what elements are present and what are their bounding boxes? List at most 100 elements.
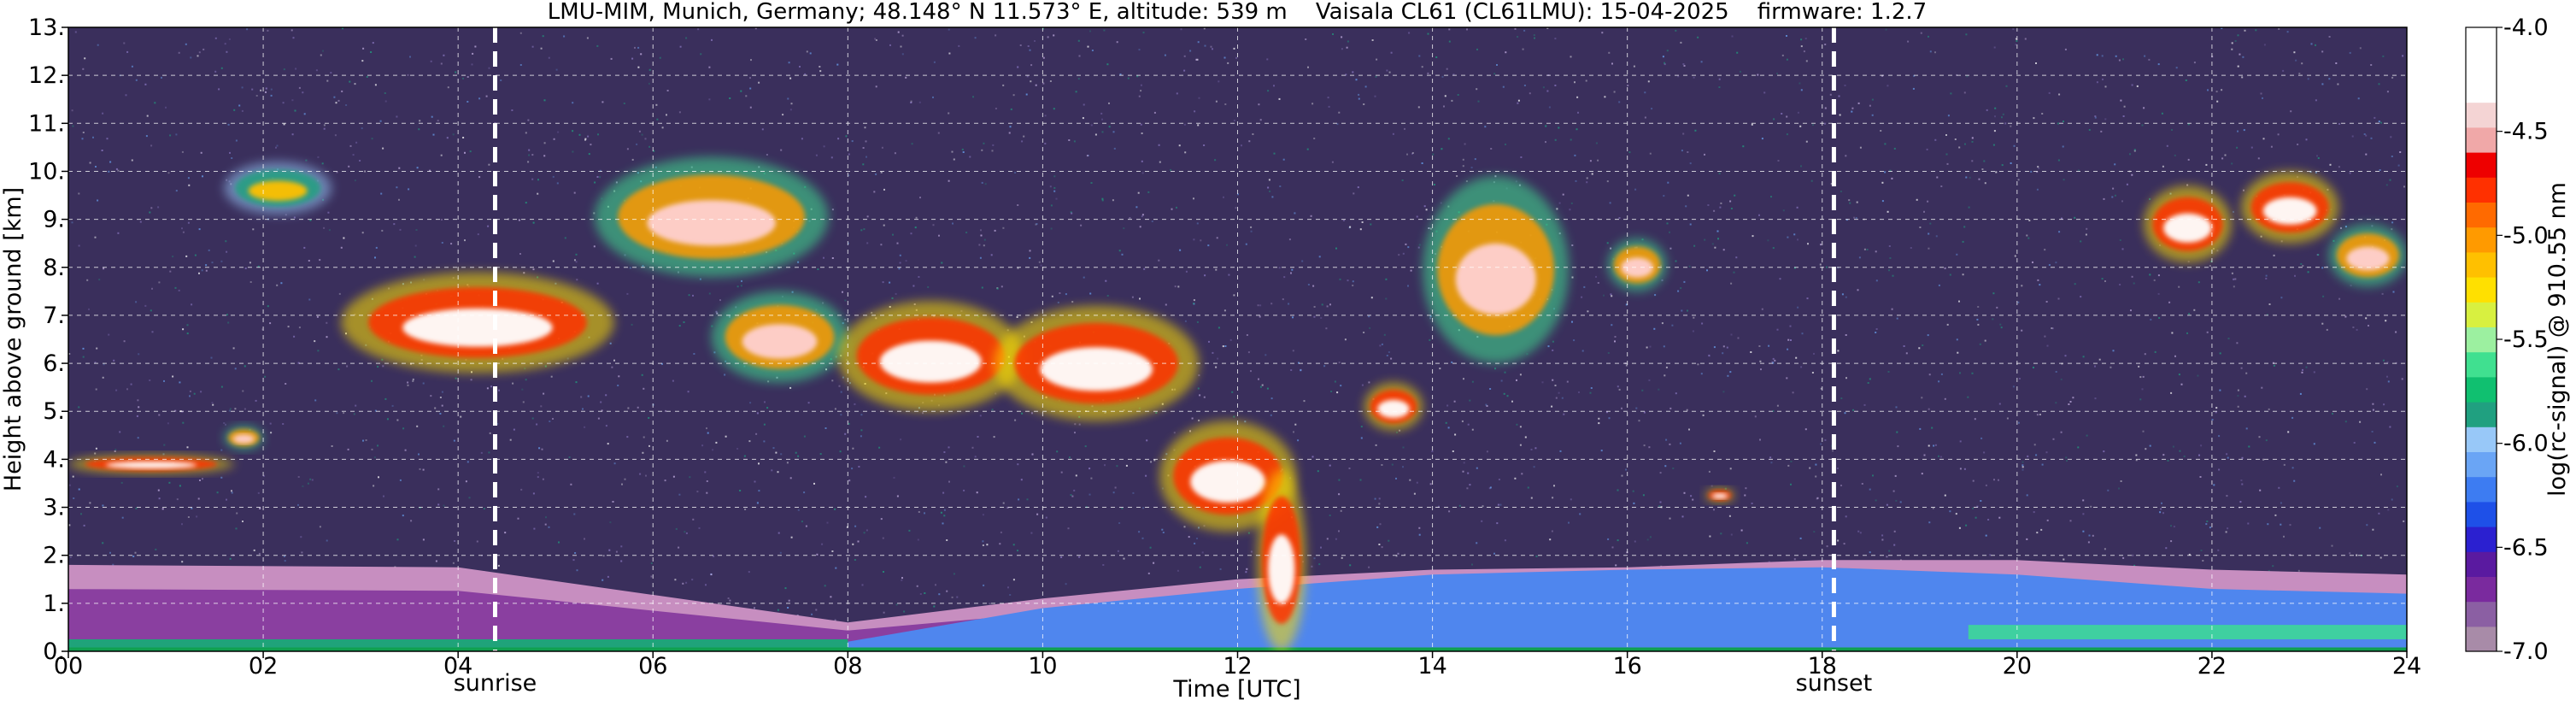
x-tick-label: 02 xyxy=(249,653,278,680)
noise-dot xyxy=(2144,353,2146,356)
noise-dot xyxy=(2218,435,2221,438)
noise-dot xyxy=(136,415,138,417)
noise-dot xyxy=(1338,530,1340,532)
noise-dot xyxy=(1497,503,1499,506)
noise-dot xyxy=(1761,138,1763,140)
noise-dot xyxy=(2133,564,2136,567)
noise-dot xyxy=(384,100,387,103)
noise-dot xyxy=(1958,146,1961,149)
noise-dot xyxy=(1617,385,1619,388)
noise-dot xyxy=(1809,467,1811,469)
noise-dot xyxy=(1118,250,1121,252)
noise-dot xyxy=(1009,594,1012,596)
noise-dot xyxy=(2237,395,2239,397)
noise-dot xyxy=(267,29,269,32)
noise-dot xyxy=(1918,347,1921,350)
noise-dot xyxy=(2321,267,2324,269)
noise-dot xyxy=(1681,150,1683,152)
noise-dot xyxy=(1010,108,1012,110)
noise-dot xyxy=(1642,494,1645,497)
noise-dot xyxy=(488,67,490,69)
noise-dot xyxy=(169,134,172,137)
noise-dot xyxy=(787,607,789,609)
noise-dot xyxy=(1375,75,1377,78)
noise-dot xyxy=(114,449,117,451)
noise-dot xyxy=(2396,485,2398,488)
noise-dot xyxy=(2010,162,2012,164)
noise-dot xyxy=(1074,432,1076,434)
noise-dot xyxy=(412,379,414,382)
noise-dot xyxy=(225,240,227,243)
noise-dot xyxy=(1886,503,1888,506)
noise-dot xyxy=(1690,495,1693,497)
noise-dot xyxy=(2121,200,2123,203)
noise-dot xyxy=(1811,372,1814,374)
noise-dot xyxy=(943,515,946,517)
noise-dot xyxy=(1184,320,1187,322)
noise-dot xyxy=(2215,411,2217,414)
noise-dot xyxy=(1646,538,1649,541)
noise-dot xyxy=(2372,403,2374,405)
noise-dot xyxy=(958,44,960,47)
noise-dot xyxy=(558,541,560,544)
noise-dot xyxy=(216,491,219,494)
noise-dot xyxy=(1023,135,1025,138)
noise-dot xyxy=(1451,99,1453,102)
noise-dot xyxy=(2101,278,2104,280)
noise-dot xyxy=(1462,165,1464,168)
noise-dot xyxy=(1804,428,1807,431)
noise-dot xyxy=(1744,494,1746,497)
noise-dot xyxy=(1884,143,1887,145)
noise-dot xyxy=(1476,542,1478,544)
noise-dot xyxy=(749,106,752,109)
noise-dot xyxy=(910,100,912,103)
noise-dot xyxy=(1787,464,1790,467)
noise-dot xyxy=(1869,104,1871,107)
noise-dot xyxy=(2379,169,2381,171)
noise-dot xyxy=(2187,158,2190,161)
noise-dot xyxy=(1083,276,1085,279)
noise-dot xyxy=(336,171,338,174)
noise-dot xyxy=(1669,231,1670,233)
noise-dot xyxy=(1677,75,1680,78)
noise-dot xyxy=(1857,102,1860,104)
noise-dot xyxy=(1193,303,1195,305)
colorbar-swatch xyxy=(2466,77,2497,103)
colorbar-swatch xyxy=(2466,351,2497,378)
noise-dot xyxy=(2017,179,2020,181)
noise-dot xyxy=(1378,544,1381,545)
x-tick-label: 18 xyxy=(1808,653,1837,680)
noise-dot xyxy=(1682,132,1685,135)
noise-dot xyxy=(228,409,231,412)
noise-dot xyxy=(1326,305,1329,308)
noise-dot xyxy=(706,427,707,430)
noise-dot xyxy=(1875,328,1878,330)
noise-dot xyxy=(2063,179,2065,181)
noise-dot xyxy=(2111,196,2114,198)
noise-dot xyxy=(1545,141,1546,144)
noise-dot xyxy=(1963,226,1966,228)
noise-dot xyxy=(1178,144,1181,147)
noise-dot xyxy=(1402,252,1405,255)
noise-dot xyxy=(943,451,946,453)
noise-dot xyxy=(1327,97,1329,99)
noise-dot xyxy=(452,562,455,564)
noise-dot xyxy=(710,574,713,576)
noise-dot xyxy=(2260,92,2262,95)
noise-dot xyxy=(1729,200,1732,203)
noise-dot xyxy=(303,246,306,249)
noise-dot xyxy=(1985,484,1987,486)
noise-dot xyxy=(1579,513,1581,515)
noise-dot xyxy=(1971,140,1974,143)
noise-dot xyxy=(1075,91,1077,93)
noise-dot xyxy=(1872,474,1874,477)
noise-dot xyxy=(317,156,320,158)
noise-dot xyxy=(2258,436,2261,438)
noise-dot xyxy=(2237,65,2239,68)
noise-dot xyxy=(749,87,752,90)
noise-dot xyxy=(1728,515,1731,517)
noise-dot xyxy=(881,146,883,149)
noise-dot xyxy=(323,127,326,130)
noise-dot xyxy=(327,211,330,214)
